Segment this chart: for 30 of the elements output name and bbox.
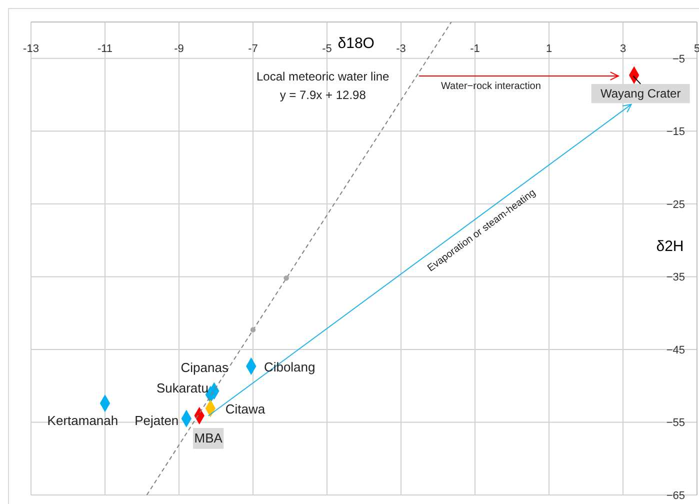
annotation: MBA: [194, 430, 223, 446]
y-tick-label: −5: [672, 53, 685, 66]
y-tick-label: −55: [666, 417, 685, 430]
x-tick-label: -3: [396, 43, 406, 55]
y-tick-label: −35: [666, 272, 685, 284]
x-tick-label: -9: [174, 43, 184, 55]
annotation: Cipanas: [180, 360, 229, 376]
x-tick-label: 1: [546, 43, 552, 55]
x-tick-label: -13: [23, 43, 39, 55]
y-tick-label: −45: [666, 344, 685, 356]
x-axis-title: δ18O: [338, 35, 374, 52]
annotation: Pejaten: [134, 413, 179, 428]
point: [250, 327, 256, 332]
point: [284, 276, 289, 281]
x-tick-label: -7: [248, 43, 258, 55]
annotation: Citawa: [225, 401, 266, 416]
x-tick-label: -5: [322, 43, 332, 55]
y-tick-label: −15: [666, 126, 685, 138]
y-tick-label: −25: [666, 198, 685, 211]
annotation: Kertamanah: [47, 413, 118, 428]
x-tick-label: -11: [97, 43, 113, 55]
annotation: Water−rock interaction: [440, 80, 541, 92]
y-axis-title: δ2H: [655, 238, 685, 256]
x-tick-label: -1: [470, 43, 480, 55]
annotation: Wayang Crater: [600, 86, 681, 100]
annotation: Sukaratu: [156, 380, 208, 396]
annotation: Local meteoric water line: [256, 70, 390, 84]
y-tick-label: −65: [666, 490, 685, 502]
annotation: y = 7.9x + 12.98: [280, 88, 366, 102]
x-tick-label: 3: [620, 43, 626, 55]
